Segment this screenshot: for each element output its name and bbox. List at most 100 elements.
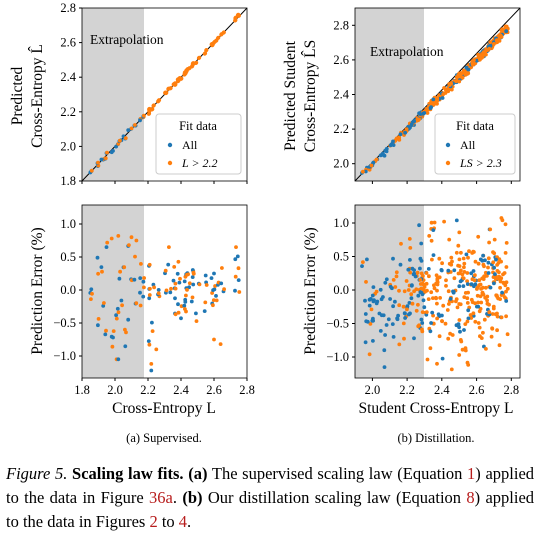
data-point-all	[381, 295, 385, 299]
x-ticks: 2.0 2.2 2.4 2.6 2.8	[365, 378, 519, 397]
data-point-fit	[499, 35, 504, 39]
data-point-fit	[483, 270, 488, 275]
data-point-fit	[444, 284, 448, 288]
data-point-all	[419, 241, 424, 246]
data-point-fit	[459, 250, 463, 255]
data-point-all	[475, 58, 479, 63]
data-point-fit	[470, 61, 475, 66]
caption-ref-link[interactable]: 4	[178, 512, 188, 531]
data-point-fit	[361, 260, 365, 264]
axes-frame	[354, 204, 521, 379]
data-point-fit	[487, 302, 491, 307]
data-point-all	[418, 290, 423, 295]
data-point-fit	[477, 278, 482, 283]
data-point-all	[408, 258, 412, 262]
data-point-fit	[432, 286, 437, 291]
data-point-fit	[468, 313, 473, 317]
extrapolation-label: Extrapolation	[90, 32, 164, 47]
data-point-all	[391, 139, 395, 144]
data-point-all	[416, 293, 421, 298]
caption-text: Our distillation scaling law (Equation	[207, 488, 467, 507]
data-point-fit	[176, 77, 181, 81]
data-point-fit	[460, 75, 465, 80]
data-point-fit	[142, 276, 147, 280]
data-point-fit	[456, 271, 461, 276]
data-point-fit	[401, 304, 406, 309]
points-a-top	[88, 12, 242, 175]
data-point-all	[183, 300, 188, 304]
data-point-fit	[505, 332, 510, 337]
data-point-all	[104, 245, 109, 250]
data-point-fit	[184, 69, 189, 73]
data-point-all	[370, 293, 375, 298]
data-point-all	[466, 308, 471, 313]
data-point-all	[458, 329, 462, 334]
data-point-fit	[431, 313, 435, 318]
points-b-bottom	[360, 216, 510, 372]
y-tick-label: 2.8	[333, 18, 349, 32]
data-point-all	[374, 301, 379, 306]
data-point-all	[420, 321, 425, 325]
data-point-fit	[404, 279, 409, 283]
data-point-all	[371, 339, 375, 343]
data-point-fit	[233, 18, 238, 22]
data-point-all	[212, 287, 217, 292]
data-point-fit	[487, 46, 492, 51]
data-point-all	[116, 357, 121, 362]
caption-ref-link[interactable]: 1	[467, 464, 476, 483]
data-point-fit	[435, 278, 440, 282]
data-point-fit	[184, 293, 188, 298]
caption-ref-link[interactable]: 36a	[149, 488, 173, 507]
data-point-fit	[89, 168, 94, 173]
data-point-fit	[467, 249, 471, 254]
data-point-fit	[89, 297, 93, 301]
data-point-all	[451, 289, 455, 294]
data-point-fit	[500, 27, 505, 32]
data-point-fit	[425, 288, 429, 293]
data-point-all	[407, 301, 412, 305]
data-point-fit	[415, 270, 420, 275]
data-point-fit	[459, 268, 463, 273]
x-ticks	[81, 181, 248, 184]
data-point-fit	[369, 163, 374, 168]
data-point-all	[138, 118, 142, 123]
data-point-fit	[367, 352, 372, 357]
data-point-all	[388, 297, 392, 301]
data-point-all	[214, 294, 218, 298]
data-point-all	[103, 332, 108, 337]
data-point-all	[173, 296, 177, 301]
data-point-fit	[100, 269, 104, 274]
data-point-fit	[460, 272, 465, 277]
data-point-fit	[473, 259, 478, 264]
data-point-fit	[481, 292, 486, 297]
data-point-fit	[481, 330, 485, 335]
data-point-fit	[426, 297, 431, 301]
data-point-all	[109, 334, 114, 339]
data-point-fit	[473, 273, 477, 278]
caption-ref-link[interactable]: 2	[149, 512, 158, 531]
data-point-fit	[129, 126, 134, 131]
data-point-fit	[452, 276, 457, 281]
extrapolation-region	[82, 205, 144, 378]
data-point-fit	[461, 276, 466, 281]
data-point-fit	[397, 303, 402, 308]
data-point-fit	[236, 12, 241, 17]
data-point-fit	[404, 127, 409, 131]
caption-ref-link[interactable]: 8	[466, 488, 475, 507]
data-point-all	[95, 255, 100, 260]
data-point-fit	[169, 286, 173, 291]
data-point-fit	[500, 218, 505, 223]
data-point-fit	[138, 303, 143, 308]
data-point-fit	[176, 259, 181, 264]
data-point-fit	[409, 292, 414, 297]
caption-marker-a: (a)	[188, 464, 208, 483]
data-point-fit	[142, 285, 146, 290]
data-point-fit	[498, 279, 503, 284]
data-point-fit	[203, 51, 208, 56]
data-point-all	[398, 262, 403, 267]
y-axis-label-line1: Predicted	[9, 66, 26, 125]
data-point-fit	[133, 123, 137, 127]
data-point-all	[101, 304, 106, 308]
data-point-all	[176, 302, 180, 307]
y-tick-label: 1.0	[60, 217, 76, 231]
